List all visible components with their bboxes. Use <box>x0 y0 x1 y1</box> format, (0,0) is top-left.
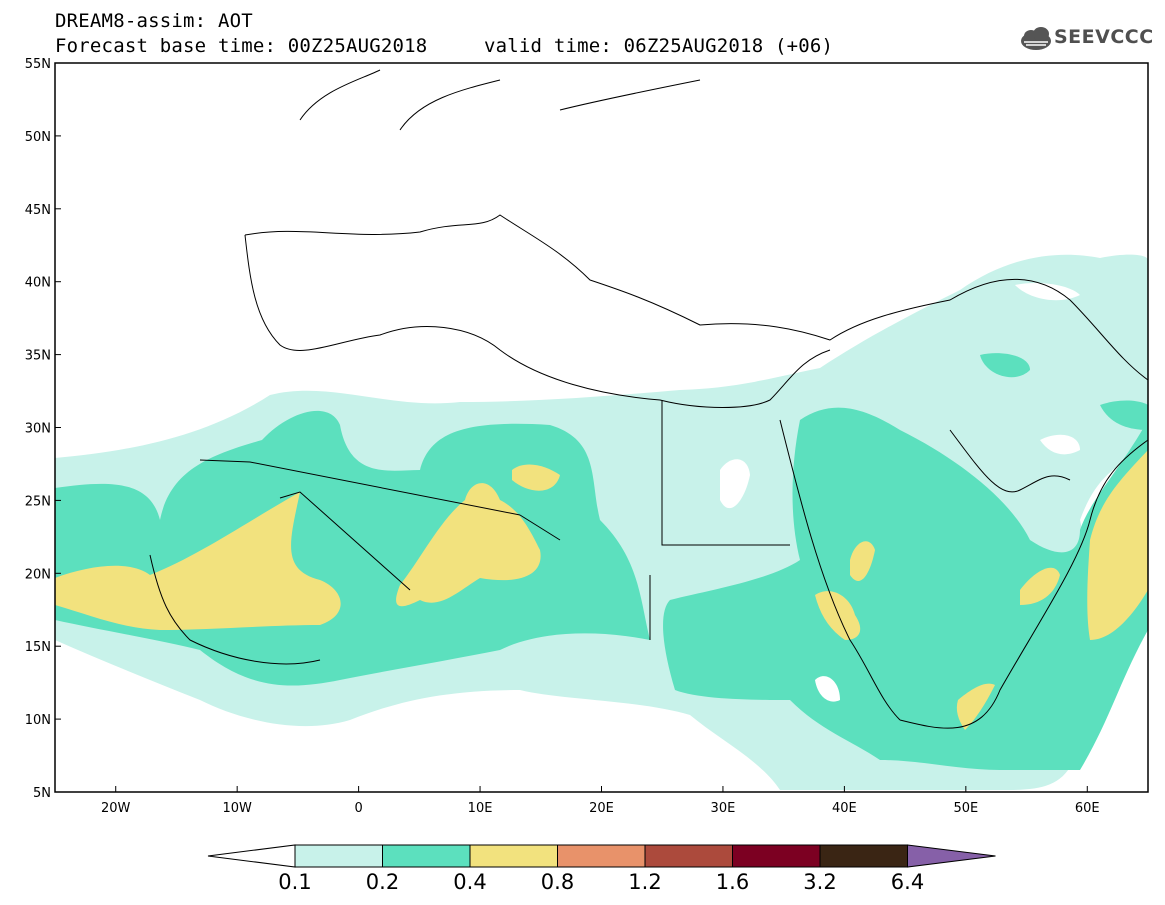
colorbar-box <box>732 844 821 868</box>
lon-label: 10W <box>222 801 252 816</box>
colorbar-label: 3.2 <box>803 870 837 894</box>
lat-label: 35N <box>25 349 51 364</box>
colorbar-label: 6.4 <box>890 870 925 894</box>
colorbar-box <box>819 844 908 868</box>
colorbar-boxes <box>207 844 996 868</box>
lat-label: 55N <box>25 57 51 72</box>
lat-label: 15N <box>25 640 51 655</box>
aot-shading <box>55 254 1148 790</box>
logo-text: SEEVCCC <box>1054 26 1154 48</box>
valid-time: valid time: 06Z25AUG2018 (+06) <box>484 35 834 57</box>
colorbar-box <box>294 844 383 868</box>
colorbar-box <box>644 844 733 868</box>
colorbar-label: 0.2 <box>365 870 400 894</box>
lon-label: 0 <box>354 801 362 816</box>
lat-label: 40N <box>25 276 51 291</box>
lon-label: 30E <box>711 801 736 816</box>
colorbar-box <box>469 844 558 868</box>
lat-label: 20N <box>25 567 51 582</box>
lon-label: 60E <box>1075 801 1100 816</box>
colorbar-label: 1.2 <box>628 870 662 894</box>
colorbar-label: 0.8 <box>540 870 575 894</box>
forecast-base-time: Forecast base time: 00Z25AUG2018 <box>55 35 428 57</box>
map-title: DREAM8-assim: AOT <box>55 10 253 32</box>
lat-label: 30N <box>25 422 51 437</box>
lat-label: 50N <box>25 130 51 145</box>
colorbar-box <box>557 844 646 868</box>
lat-label: 5N <box>33 786 51 801</box>
lat-label: 10N <box>25 713 51 728</box>
lon-label: 10E <box>468 801 493 816</box>
colorbar-left-arrow <box>207 844 296 868</box>
lon-label: 40E <box>832 801 857 816</box>
lat-label: 25N <box>25 494 51 509</box>
cloud-icon <box>1021 27 1051 50</box>
lon-label: 20W <box>101 801 131 816</box>
colorbar-label: 0.4 <box>453 870 487 894</box>
colorbar-label: 0.1 <box>278 870 312 894</box>
lon-label: 20E <box>589 801 614 816</box>
coastlines <box>149 69 1149 729</box>
lat-label: 45N <box>25 203 51 218</box>
lon-label: 50E <box>953 801 978 816</box>
longitude-axis: 20W 10W 0 10E 20E 30E 40E 50E 60E <box>101 786 1100 816</box>
colorbar-box <box>382 844 471 868</box>
colorbar-label: 1.6 <box>715 870 750 894</box>
colorbar-right-arrow <box>907 844 996 868</box>
latitude-axis: 55N 50N 45N 40N 35N 30N 25N 20N 15N 10N 5N <box>25 57 61 801</box>
